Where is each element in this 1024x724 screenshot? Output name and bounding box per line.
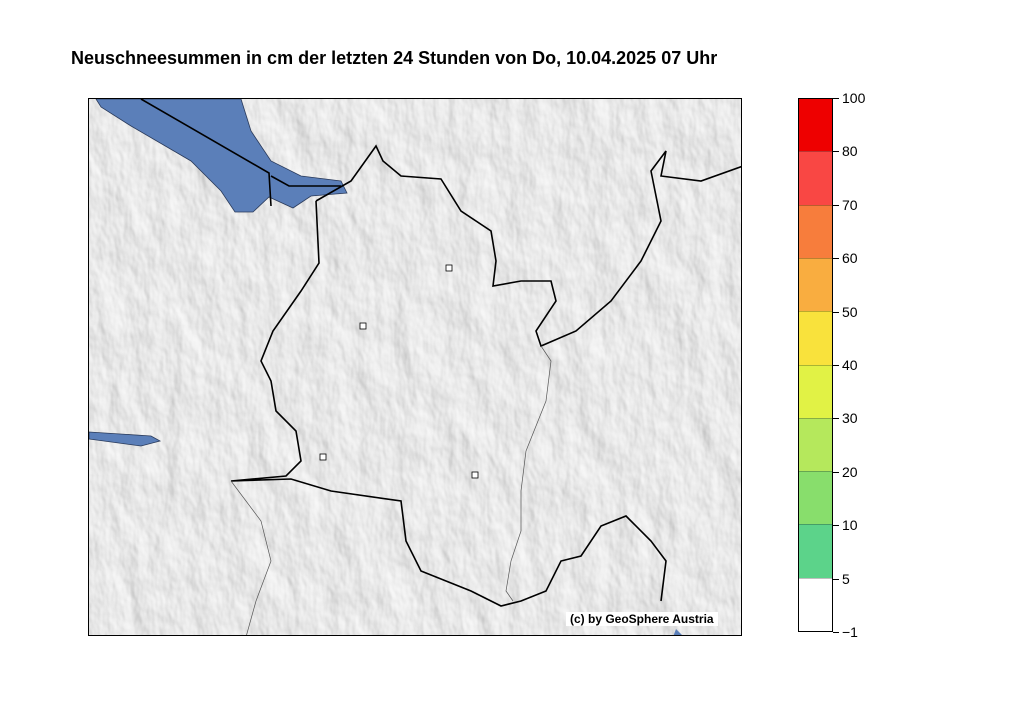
colorbar-segment bbox=[799, 364, 832, 418]
colorbar-tick-label: −1 bbox=[842, 624, 858, 640]
colorbar-segment bbox=[799, 99, 832, 152]
colorbar-tick bbox=[833, 472, 839, 473]
map-panel bbox=[88, 98, 742, 636]
station-marker bbox=[471, 471, 479, 479]
colorbar-tick-label: 10 bbox=[842, 517, 858, 534]
colorbar-tick bbox=[833, 632, 839, 633]
station-marker bbox=[319, 453, 327, 461]
colorbar-tick bbox=[833, 205, 839, 206]
colorbar-tick bbox=[833, 365, 839, 366]
state-border bbox=[230, 345, 552, 635]
colorbar-tick-label: 20 bbox=[842, 463, 858, 480]
colorbar-tick bbox=[833, 418, 839, 419]
colorbar-segment bbox=[799, 577, 832, 631]
colorbar-segment bbox=[799, 204, 832, 258]
colorbar-tick-label: 30 bbox=[842, 410, 858, 427]
lake-small bbox=[673, 629, 682, 635]
colorbar-segment bbox=[799, 151, 832, 205]
colorbar-tick-label: 60 bbox=[842, 250, 858, 267]
walensee bbox=[89, 431, 162, 447]
colorbar-tick bbox=[833, 258, 839, 259]
terrain-map bbox=[89, 99, 741, 635]
station-marker bbox=[445, 264, 453, 272]
copyright-label: (c) by GeoSphere Austria bbox=[566, 612, 718, 626]
colorbar-segment bbox=[799, 257, 832, 312]
colorbar-tick-label: 40 bbox=[842, 357, 858, 373]
colorbar-tick-label: 5 bbox=[842, 570, 850, 587]
colorbar-tick bbox=[833, 312, 839, 313]
colorbar-segment bbox=[799, 471, 832, 525]
colorbar bbox=[798, 98, 833, 632]
colorbar-tick-label: 80 bbox=[842, 143, 858, 160]
colorbar-tick-label: 100 bbox=[842, 90, 866, 106]
hillshade bbox=[89, 99, 741, 635]
colorbar-tick bbox=[833, 98, 839, 99]
colorbar-tick bbox=[833, 525, 839, 526]
station-markers bbox=[319, 264, 479, 479]
station-marker bbox=[359, 322, 367, 330]
country-borders bbox=[140, 99, 741, 607]
colorbar-tick-label: 50 bbox=[842, 303, 858, 320]
colorbar-segment bbox=[799, 311, 832, 365]
colorbar-segment bbox=[799, 524, 832, 578]
colorbar-tick-label: 70 bbox=[842, 196, 858, 213]
colorbar-tick bbox=[833, 151, 839, 152]
colorbar-tick bbox=[833, 579, 839, 580]
colorbar-segment bbox=[799, 417, 832, 472]
map-title: Neuschneesummen in cm der letzten 24 Stu… bbox=[71, 48, 718, 68]
